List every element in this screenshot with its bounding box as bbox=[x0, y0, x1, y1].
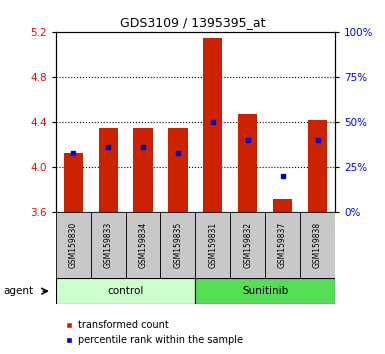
Bar bbox=[300, 212, 335, 278]
Text: GSM159833: GSM159833 bbox=[104, 222, 113, 268]
Bar bbox=[161, 212, 195, 278]
Bar bbox=[64, 153, 83, 212]
Bar bbox=[56, 212, 91, 278]
Text: GSM159832: GSM159832 bbox=[243, 222, 252, 268]
Bar bbox=[230, 212, 265, 278]
Text: Sunitinib: Sunitinib bbox=[242, 286, 288, 296]
Bar bbox=[168, 128, 187, 212]
Text: control: control bbox=[107, 286, 144, 296]
Bar bbox=[134, 128, 152, 212]
Bar bbox=[195, 212, 230, 278]
Text: GDS3109 / 1395395_at: GDS3109 / 1395395_at bbox=[120, 16, 265, 29]
Bar bbox=[273, 199, 292, 212]
Text: GSM159838: GSM159838 bbox=[313, 222, 322, 268]
Text: agent: agent bbox=[4, 286, 34, 296]
Text: GSM159837: GSM159837 bbox=[278, 222, 287, 268]
Bar bbox=[195, 278, 335, 304]
Text: GSM159834: GSM159834 bbox=[139, 222, 147, 268]
Bar bbox=[99, 128, 118, 212]
Text: GSM159835: GSM159835 bbox=[173, 222, 182, 268]
Legend: transformed count, percentile rank within the sample: transformed count, percentile rank withi… bbox=[61, 316, 247, 349]
Bar bbox=[126, 212, 161, 278]
Text: GSM159830: GSM159830 bbox=[69, 222, 78, 268]
Bar bbox=[56, 278, 195, 304]
Bar bbox=[265, 212, 300, 278]
Text: GSM159831: GSM159831 bbox=[208, 222, 218, 268]
Bar bbox=[91, 212, 126, 278]
Bar bbox=[203, 38, 223, 212]
Bar bbox=[238, 114, 257, 212]
Bar bbox=[308, 120, 327, 212]
